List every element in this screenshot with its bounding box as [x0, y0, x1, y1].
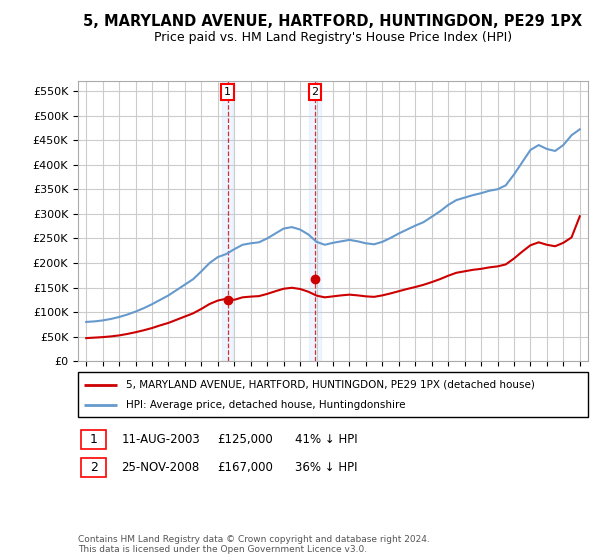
Text: 5, MARYLAND AVENUE, HARTFORD, HUNTINGDON, PE29 1PX (detached house): 5, MARYLAND AVENUE, HARTFORD, HUNTINGDON… [126, 380, 535, 390]
Text: 36% ↓ HPI: 36% ↓ HPI [295, 461, 358, 474]
Text: 5, MARYLAND AVENUE, HARTFORD, HUNTINGDON, PE29 1PX: 5, MARYLAND AVENUE, HARTFORD, HUNTINGDON… [83, 14, 583, 29]
Text: 1: 1 [89, 433, 98, 446]
Text: 25-NOV-2008: 25-NOV-2008 [121, 461, 199, 474]
Bar [309, 81, 320, 361]
Bar [222, 81, 233, 361]
Text: 11-AUG-2003: 11-AUG-2003 [121, 433, 200, 446]
Text: 1: 1 [224, 87, 231, 97]
Text: £167,000: £167,000 [217, 461, 273, 474]
Text: Price paid vs. HM Land Registry's House Price Index (HPI): Price paid vs. HM Land Registry's House … [154, 31, 512, 44]
Text: 2: 2 [311, 87, 319, 97]
Text: £125,000: £125,000 [217, 433, 273, 446]
Text: Contains HM Land Registry data © Crown copyright and database right 2024.
This d: Contains HM Land Registry data © Crown c… [78, 535, 430, 554]
Text: 41% ↓ HPI: 41% ↓ HPI [295, 433, 358, 446]
Text: HPI: Average price, detached house, Huntingdonshire: HPI: Average price, detached house, Hunt… [126, 400, 406, 410]
Text: 2: 2 [89, 461, 98, 474]
